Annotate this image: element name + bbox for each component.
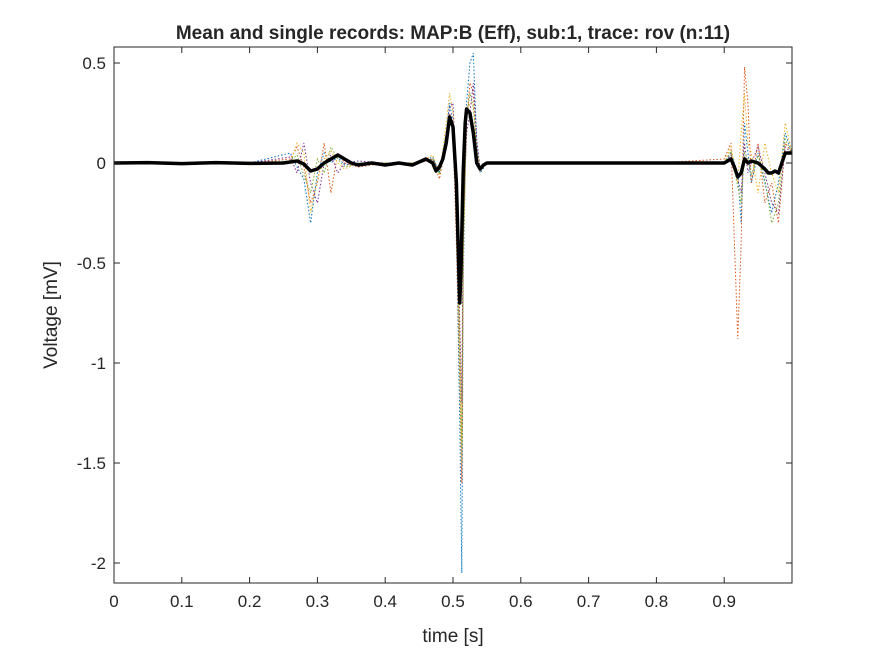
x-tick-label: 0.6 bbox=[509, 592, 533, 611]
x-axis-ticks: 0 0.1 0.2 0.3 0.4 0.5 0.6 0.7 0.8 0.9 bbox=[109, 47, 736, 611]
single-record-line-4 bbox=[114, 82, 793, 404]
single-records bbox=[114, 52, 793, 574]
x-tick-label: 0.3 bbox=[306, 592, 330, 611]
x-tick-label: 0 bbox=[109, 592, 118, 611]
chart-title: Mean and single records: MAP:B (Eff), su… bbox=[176, 23, 730, 44]
y-tick-label: -1.5 bbox=[77, 454, 106, 473]
single-record-line-5 bbox=[114, 92, 793, 464]
x-tick-label: 0.2 bbox=[238, 592, 262, 611]
x-tick-label: 0.5 bbox=[441, 592, 465, 611]
single-record-line-2 bbox=[114, 66, 793, 484]
mean-trace bbox=[113, 107, 792, 305]
x-tick-label: 0.7 bbox=[577, 592, 601, 611]
y-axis-ticks: 0.5 0 -0.5 -1 -1.5 -2 bbox=[77, 54, 792, 573]
y-axis-label: Voltage [mV] bbox=[41, 261, 62, 369]
mean-line bbox=[113, 107, 792, 305]
x-tick-label: 0.4 bbox=[373, 592, 397, 611]
x-tick-label: 0.9 bbox=[712, 592, 736, 611]
y-tick-label: 0.5 bbox=[82, 54, 106, 73]
y-tick-label: -2 bbox=[91, 554, 106, 573]
y-tick-label: -0.5 bbox=[77, 254, 106, 273]
x-axis-label: time [s] bbox=[422, 626, 483, 647]
x-tick-label: 0.8 bbox=[645, 592, 669, 611]
y-tick-label: 0 bbox=[97, 154, 106, 173]
x-tick-label: 0.1 bbox=[170, 592, 194, 611]
single-record-line-1 bbox=[114, 52, 793, 574]
y-tick-label: -1 bbox=[91, 354, 106, 373]
